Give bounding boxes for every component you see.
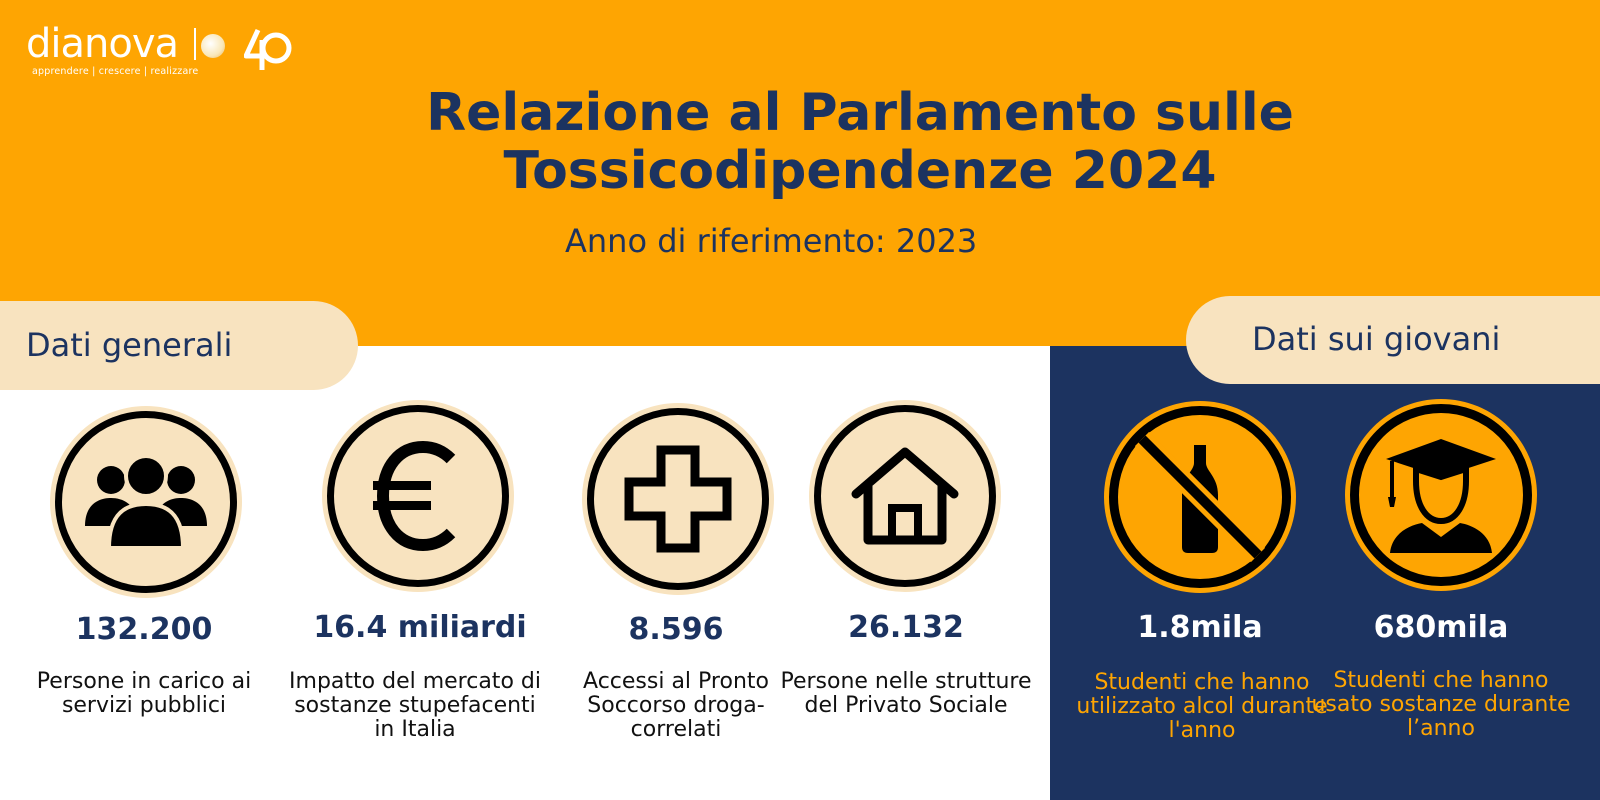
youth-data-label-text: Dati sui giovani <box>1252 320 1501 358</box>
euro-icon <box>327 405 509 587</box>
general-data-label: Dati generali <box>0 301 358 390</box>
youth-data-label: Dati sui giovani <box>1186 296 1600 384</box>
stat-desc-substances: Studenti che hanno usato sostanze durant… <box>1311 668 1571 741</box>
logo-sphere-icon <box>201 34 225 58</box>
house-icon <box>814 405 996 587</box>
reference-year: Anno di riferimento: 2023 <box>565 222 978 260</box>
title-line-2: Tossicodipendenze 2024 <box>503 141 1217 201</box>
stat-desc-people: Persone in carico ai servizi pubblici <box>36 669 252 718</box>
general-data-label-text: Dati generali <box>26 326 233 364</box>
anniversary-40-logo-icon <box>243 26 294 78</box>
stat-value-alcohol: 1.8mila <box>1137 610 1263 645</box>
no-alcohol-icon <box>1109 406 1291 588</box>
stat-desc-emergency: Accessi al Pronto Soccorso droga-correla… <box>583 669 769 742</box>
logo-separator <box>194 28 196 60</box>
stat-value-emergency: 8.596 <box>628 612 724 647</box>
graduate-icon <box>1350 404 1532 586</box>
youth-panel <box>1050 346 1600 800</box>
stat-value-people: 132.200 <box>75 612 213 647</box>
dianova-logo: dianova apprendere | crescere | realizza… <box>26 21 225 77</box>
stat-value-market: 16.4 miliardi <box>313 610 527 645</box>
logo-tagline: apprendere | crescere | realizzare <box>32 66 199 77</box>
page-title: Relazione al Parlamento sulle Tossicodip… <box>390 84 1330 200</box>
title-line-1: Relazione al Parlamento sulle <box>426 83 1294 143</box>
stat-value-social: 26.132 <box>848 610 964 645</box>
medical-cross-icon <box>587 408 769 590</box>
stat-desc-social: Persone nelle strutture del Privato Soci… <box>780 669 1032 718</box>
stat-value-substances: 680mila <box>1373 610 1509 645</box>
people-icon <box>55 411 237 593</box>
stat-desc-market: Impatto del mercato di sostanze stupefac… <box>289 669 541 742</box>
logo-wordmark: dianova <box>26 21 179 67</box>
stat-desc-alcohol: Studenti che hanno utilizzato alcol dura… <box>1076 670 1328 743</box>
